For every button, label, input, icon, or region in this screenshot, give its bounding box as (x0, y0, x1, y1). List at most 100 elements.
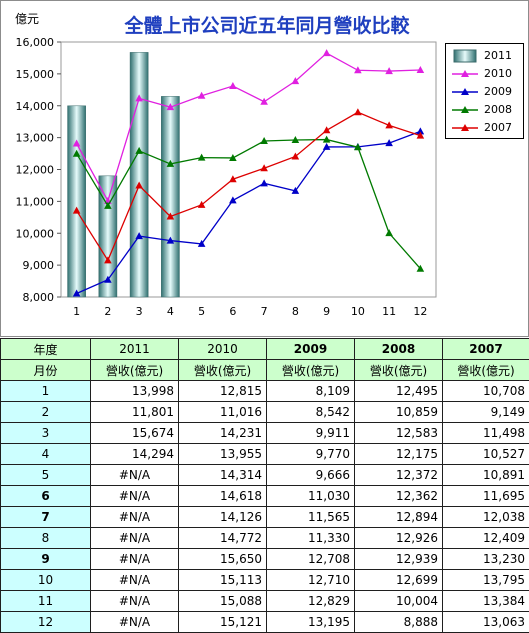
value-cell: 10,004 (355, 591, 443, 612)
legend-item-2009: 2009 (450, 84, 522, 102)
value-cell: #N/A (91, 507, 179, 528)
chart-legend: 2011 2010 2009 2008 (445, 43, 524, 139)
value-cell: 13,384 (443, 591, 529, 612)
legend-swatch-line-icon (450, 84, 480, 100)
value-cell: 9,149 (443, 402, 529, 423)
value-cell: 12,583 (355, 423, 443, 444)
x-tick-label: 2 (104, 305, 111, 318)
y-tick-label: 11,000 (16, 195, 55, 208)
legend-label: 2010 (484, 67, 512, 80)
value-cell: 12,038 (443, 507, 529, 528)
value-cell: 9,666 (267, 465, 355, 486)
value-cell: 12,495 (355, 381, 443, 402)
x-tick-label: 8 (292, 305, 299, 318)
y-tick-label: 13,000 (16, 132, 55, 145)
bar-2011-1 (68, 106, 86, 297)
value-cell: 12,175 (355, 444, 443, 465)
header-year: 2011 (91, 339, 179, 360)
value-cell: 11,498 (443, 423, 529, 444)
value-cell: 12,926 (355, 528, 443, 549)
legend-swatch-line-icon (450, 66, 480, 82)
value-cell: 10,891 (443, 465, 529, 486)
value-cell: 12,362 (355, 486, 443, 507)
header-unit: 營收(億元) (355, 360, 443, 381)
month-cell: 10 (1, 570, 91, 591)
value-cell: 14,294 (91, 444, 179, 465)
header-year: 2009 (267, 339, 355, 360)
x-tick-label: 1 (73, 305, 80, 318)
table-header-row: 月份營收(億元)營收(億元)營收(億元)營收(億元)營收(億元) (1, 360, 529, 381)
value-cell: 12,710 (267, 570, 355, 591)
value-cell: 12,829 (267, 591, 355, 612)
value-cell: 13,795 (443, 570, 529, 591)
legend-label: 2007 (484, 121, 512, 134)
value-cell: 15,088 (179, 591, 267, 612)
value-cell: #N/A (91, 549, 179, 570)
x-tick-label: 10 (351, 305, 365, 318)
y-tick-label: 14,000 (16, 100, 55, 113)
value-cell: 14,772 (179, 528, 267, 549)
bar-2011-3 (130, 52, 148, 297)
x-tick-label: 6 (229, 305, 236, 318)
value-cell: 12,699 (355, 570, 443, 591)
header-unit: 營收(億元) (267, 360, 355, 381)
legend-swatch-bar-icon (450, 48, 480, 64)
x-tick-label: 12 (413, 305, 427, 318)
header-unit: 營收(億元) (443, 360, 529, 381)
value-cell: 13,195 (267, 612, 355, 633)
value-cell: 15,121 (179, 612, 267, 633)
value-cell: #N/A (91, 591, 179, 612)
header-year: 2010 (179, 339, 267, 360)
x-tick-label: 5 (198, 305, 205, 318)
value-cell: 13,955 (179, 444, 267, 465)
legend-label: 2009 (484, 85, 512, 98)
x-tick-label: 3 (136, 305, 143, 318)
y-axis-label: 億元 (15, 12, 39, 26)
value-cell: 9,770 (267, 444, 355, 465)
header-year: 2007 (443, 339, 529, 360)
legend-item-2011: 2011 (450, 48, 522, 66)
x-tick-label: 4 (167, 305, 174, 318)
bar-2011-4 (161, 96, 179, 297)
value-cell: 13,998 (91, 381, 179, 402)
value-cell: 11,016 (179, 402, 267, 423)
x-tick-label: 7 (261, 305, 268, 318)
value-cell: 12,708 (267, 549, 355, 570)
chart-title: 全體上市公司近五年同月營收比較 (123, 14, 410, 37)
value-cell: 12,894 (355, 507, 443, 528)
legend-label: 2008 (484, 103, 512, 116)
value-cell: 12,372 (355, 465, 443, 486)
y-tick-label: 8,000 (23, 291, 55, 304)
value-cell: 11,801 (91, 402, 179, 423)
month-cell: 9 (1, 549, 91, 570)
header-year: 2008 (355, 339, 443, 360)
header-month-label: 月份 (1, 360, 91, 381)
y-tick-label: 16,000 (16, 36, 55, 49)
month-cell: 7 (1, 507, 91, 528)
value-cell: 10,708 (443, 381, 529, 402)
value-cell: 11,565 (267, 507, 355, 528)
month-cell: 6 (1, 486, 91, 507)
y-tick-label: 12,000 (16, 164, 55, 177)
legend-label: 2011 (484, 49, 512, 62)
value-cell: #N/A (91, 570, 179, 591)
value-cell: 8,542 (267, 402, 355, 423)
header-unit: 營收(億元) (91, 360, 179, 381)
value-cell: 13,063 (443, 612, 529, 633)
value-cell: 15,113 (179, 570, 267, 591)
value-cell: 12,939 (355, 549, 443, 570)
value-cell: 15,650 (179, 549, 267, 570)
legend-item-2008: 2008 (450, 102, 522, 120)
value-cell: 9,911 (267, 423, 355, 444)
